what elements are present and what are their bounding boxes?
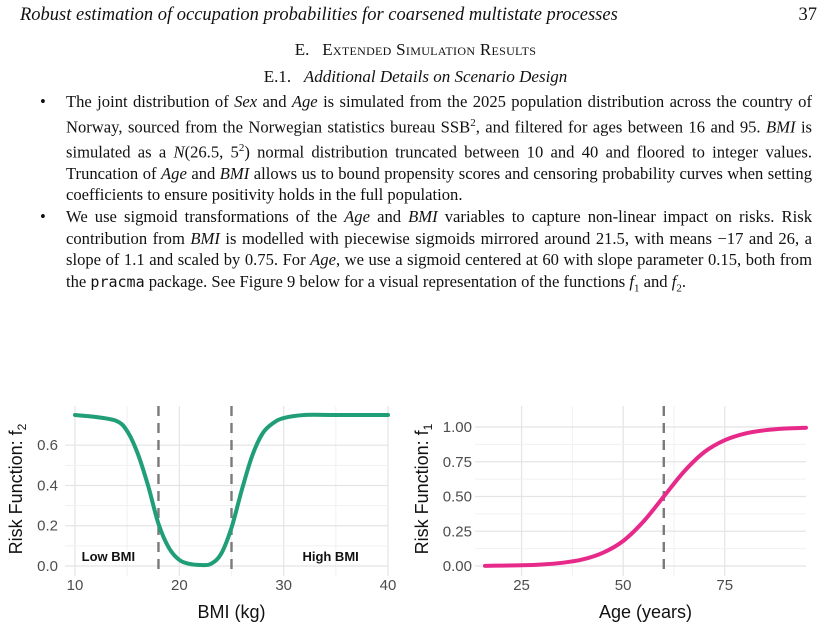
text-segment: pracma: [90, 272, 145, 291]
annotation-label: High BMI: [302, 549, 358, 564]
chart-panel-1: 10 20 30 40 0.0 0.2 0.4 0.6 BMI (kg) Risk Functio…: [6, 406, 396, 622]
y-tick-label: 0.2: [37, 518, 58, 535]
text-segment: BMI: [190, 228, 220, 248]
y-axis-title: Risk Function: f2: [6, 423, 29, 554]
subsection-title: Additional Details on Scenario Design: [303, 67, 568, 86]
text-segment: The joint distribution of: [66, 92, 235, 111]
bullet-list: The joint distribution of Sex and Age is…: [20, 91, 812, 300]
section-number: E.: [294, 40, 310, 59]
text-segment: is modelled with piecewise sigmoids mirr…: [66, 228, 812, 270]
text-segment: BMI: [766, 117, 796, 137]
y-tick-label: 0.00: [443, 558, 472, 575]
text-segment: BMI: [408, 207, 438, 227]
x-tick-label: 20: [171, 577, 188, 594]
text-segment: variables to capture non-linear impact o…: [66, 207, 812, 248]
x-axis-title: Age (years): [599, 602, 692, 622]
y-axis-title-subscript: 1: [421, 423, 435, 430]
text-segment: and: [186, 163, 220, 183]
text-segment: Age: [344, 207, 370, 227]
x-tick-label: 50: [615, 577, 632, 594]
page-number: 37: [798, 5, 818, 25]
y-axis-title-main: Risk Function: f: [6, 429, 26, 554]
bullet-item-distribution: The joint distribution of Sex and Age is…: [20, 91, 812, 206]
y-tick-label: 0.25: [443, 523, 472, 540]
text-segment: is simulated from the 2025 population di…: [66, 92, 812, 137]
text-segment: We use sigmoid transformations of the: [66, 207, 345, 227]
subsection-number: E.1.: [263, 67, 292, 86]
x-tick-label: 10: [67, 577, 84, 594]
y-tick-label: 1.00: [443, 419, 472, 436]
annotation-label: Low BMI: [82, 549, 135, 564]
section-title: Extended Simulation Results: [322, 40, 537, 59]
x-tick-label: 25: [513, 577, 530, 594]
text-segment: f: [629, 271, 634, 291]
text-segment: and: [369, 207, 409, 227]
text-segment: 2: [238, 141, 245, 154]
chart-panel-2: 25 50 75 0.00 0.25 0.50 0.75 1.00 Age (years) Ris…: [412, 406, 808, 622]
text-segment: , and filtered for ages between 16 and 9…: [475, 117, 767, 137]
y-axis-title: Risk Function: f1: [412, 423, 435, 554]
text-segment: is simulated as a: [66, 117, 813, 162]
y-axis-title-subscript: 2: [15, 423, 29, 430]
x-tick-label: 75: [716, 577, 733, 594]
text-segment: and: [639, 271, 672, 291]
y-tick-label: 0.75: [443, 454, 472, 471]
y-tick-label: 0.0: [37, 558, 58, 575]
page-header: Robust estimation of occupation probabil…: [20, 5, 817, 29]
text-segment: 2: [470, 116, 476, 129]
text-segment: f: [671, 271, 677, 291]
text-segment: and: [257, 92, 292, 111]
text-segment: package. See Figure 9 below for a visual…: [144, 271, 630, 291]
text-segment: Age: [291, 92, 318, 111]
text-segment: , we use a sigmoid centered at 60 with s…: [66, 250, 812, 291]
text-segment: BMI: [219, 163, 250, 183]
text-segment: 2: [676, 282, 682, 295]
text-segment: ) normal distribution truncated between …: [66, 142, 812, 183]
section-heading: E. Extended Simulation Results: [0, 40, 831, 60]
bullet-item-sigmoid: We use sigmoid transformations of the Ag…: [20, 206, 812, 300]
text-segment: N: [173, 142, 185, 162]
text-segment: allows us to bound propensity scores and…: [66, 163, 812, 205]
series-line: [73, 412, 390, 568]
y-tick-label: 0.4: [37, 477, 58, 494]
text-segment: 1: [634, 282, 640, 295]
x-tick-label: 30: [275, 577, 292, 594]
series-line: [483, 425, 808, 568]
x-axis-title: BMI (kg): [197, 602, 265, 622]
y-axis-title-main: Risk Function: f: [412, 429, 432, 554]
subsection-heading: E.1. Additional Details on Scenario Desi…: [0, 67, 831, 87]
text-segment: .: [681, 271, 687, 291]
text-segment: Age: [161, 163, 187, 183]
text-segment: (26.5, 5: [184, 142, 239, 162]
running-title: Robust estimation of occupation probabil…: [20, 5, 618, 25]
y-tick-label: 0.50: [443, 489, 472, 506]
y-tick-label: 0.6: [37, 437, 58, 454]
text-segment: Age: [310, 250, 336, 270]
text-segment: Sex: [234, 92, 258, 111]
x-tick-label: 40: [380, 577, 397, 594]
